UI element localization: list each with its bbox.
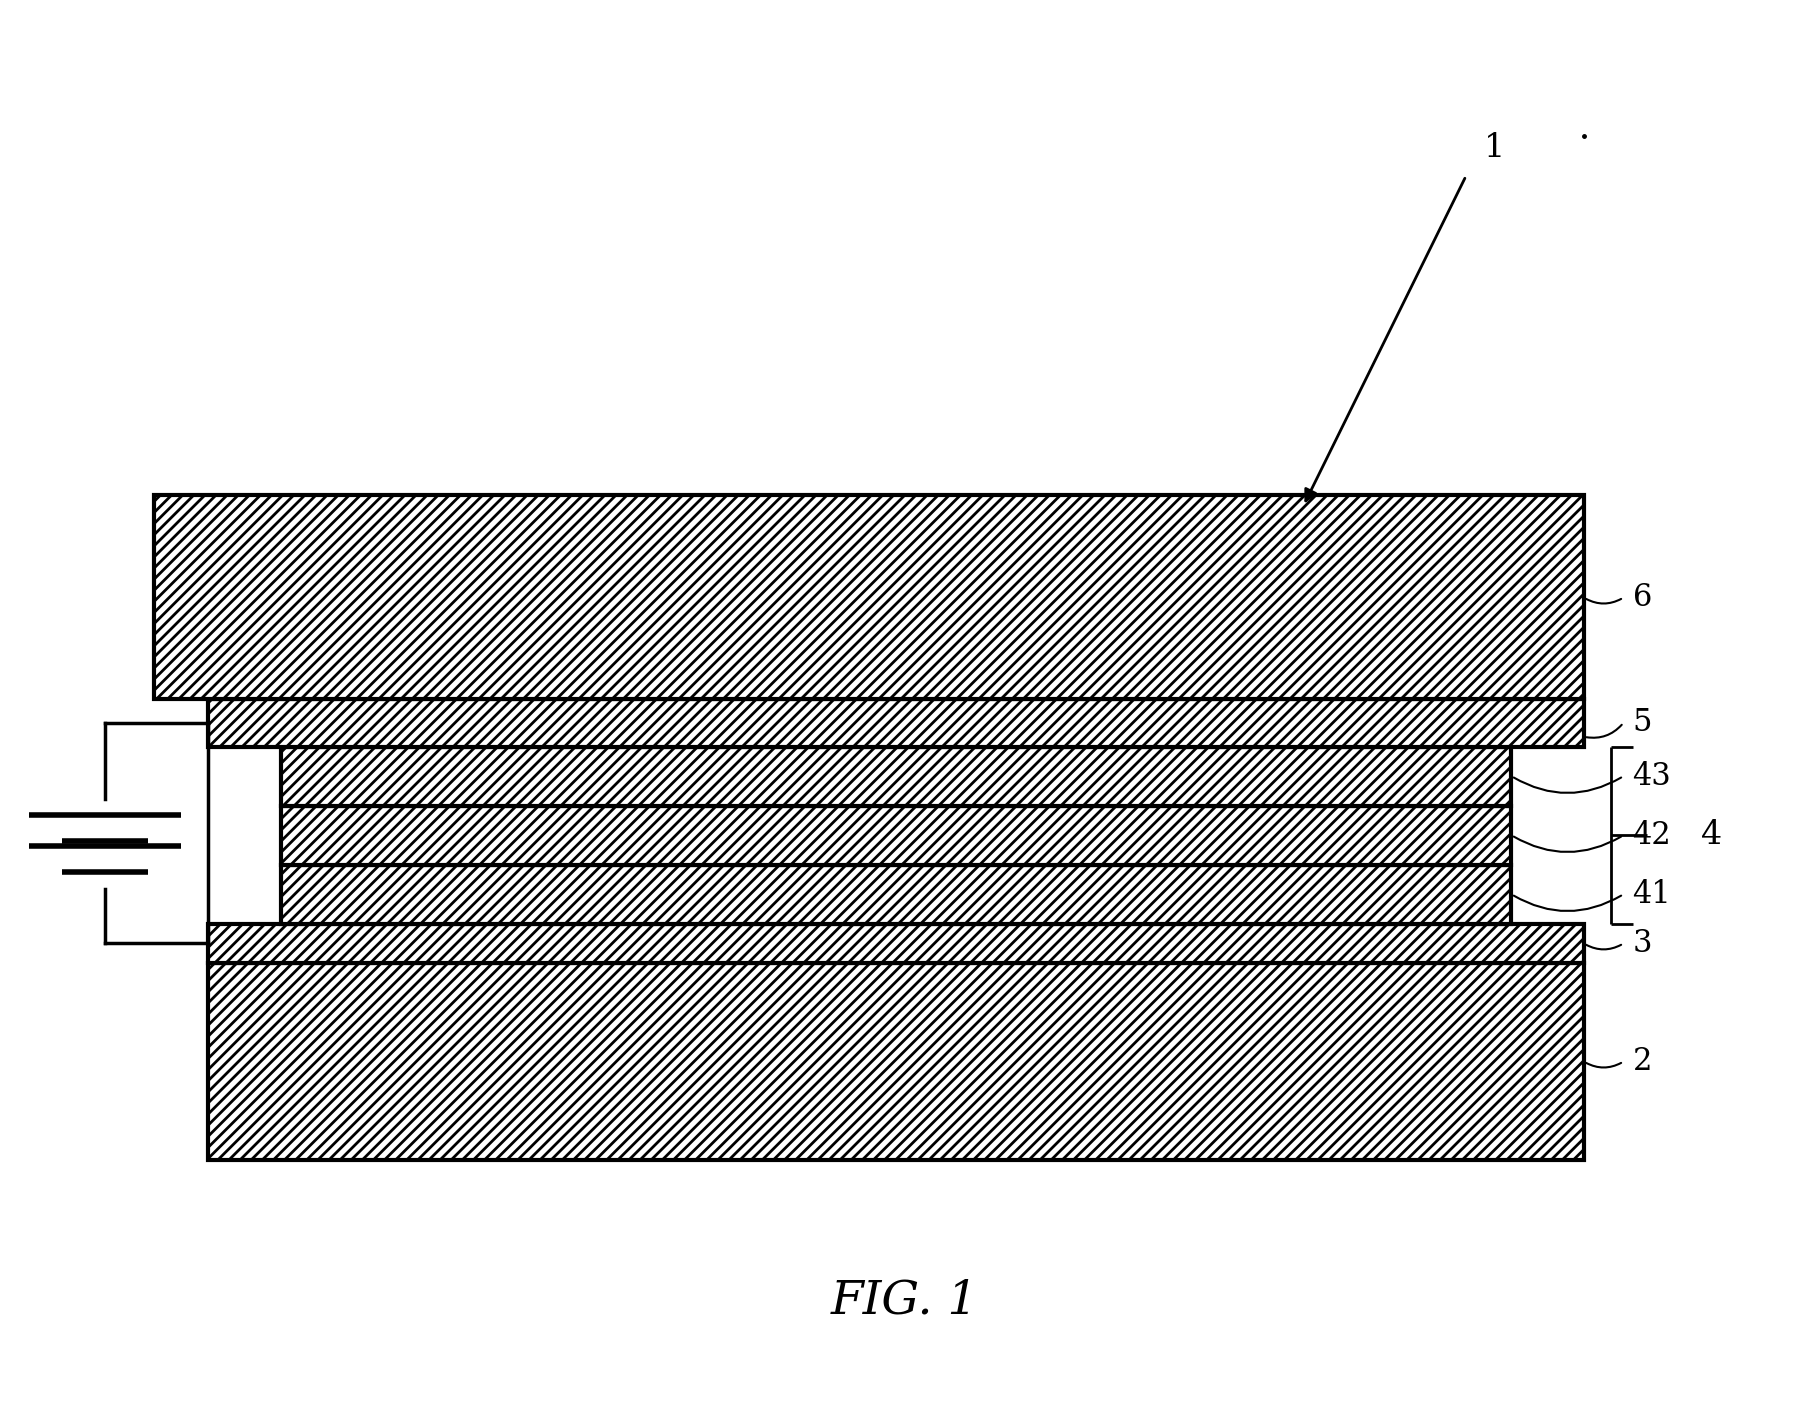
Bar (208, 699, 1584, 747)
Text: 4: 4 (1701, 820, 1723, 851)
Bar (154, 495, 1584, 699)
Bar (281, 865, 1511, 924)
Text: 3: 3 (1633, 928, 1653, 959)
Bar (208, 963, 1584, 1160)
Bar (208, 924, 1584, 963)
Text: 42: 42 (1633, 820, 1671, 851)
Bar (281, 747, 1511, 806)
Text: 6: 6 (1633, 582, 1653, 613)
Text: 2: 2 (1633, 1046, 1653, 1077)
Bar (208, 699, 1584, 747)
Text: 43: 43 (1633, 761, 1671, 792)
Bar (281, 865, 1511, 924)
Bar (281, 747, 1511, 806)
Bar (208, 963, 1584, 1160)
Text: 5: 5 (1633, 707, 1653, 738)
Text: FIG. 1: FIG. 1 (831, 1278, 979, 1323)
Text: 41: 41 (1633, 879, 1671, 910)
Bar (154, 495, 1584, 699)
Bar (281, 806, 1511, 865)
Text: 1: 1 (1484, 132, 1506, 163)
Bar (281, 806, 1511, 865)
Bar (208, 924, 1584, 963)
